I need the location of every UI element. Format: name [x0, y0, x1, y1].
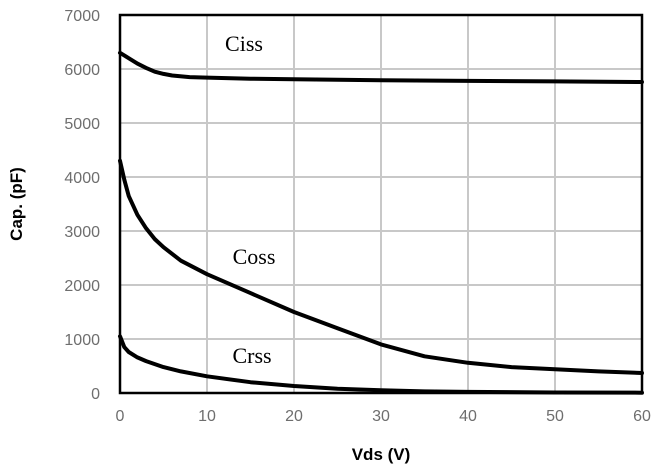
- x-tick-label: 0: [116, 408, 125, 425]
- label-layer: Ciss Coss Crss: [225, 31, 275, 368]
- y-tick-label: 5000: [64, 116, 100, 133]
- series-line-ciss: [118, 50, 644, 84]
- y-axis-title: Cap. (pF): [7, 167, 26, 241]
- curve-layer: [118, 50, 644, 395]
- y-tick-label: 2000: [64, 278, 100, 295]
- y-tick-label: 7000: [64, 8, 100, 25]
- x-tick-label: 20: [285, 408, 303, 425]
- series-line-coss: [118, 158, 644, 375]
- x-tick-label: 60: [633, 408, 651, 425]
- series-label-crss: Crss: [232, 343, 271, 368]
- y-tick-label: 6000: [64, 62, 100, 79]
- series-label-ciss: Ciss: [225, 31, 263, 56]
- x-axis-title: Vds (V): [352, 445, 411, 464]
- y-tick-label: 1000: [64, 332, 100, 349]
- y-tick-label: 0: [91, 386, 100, 403]
- x-tick-label: 10: [198, 408, 216, 425]
- y-tick-label: 3000: [64, 224, 100, 241]
- x-tick-label: 50: [546, 408, 564, 425]
- tick-layer: 0 10 20 30 40 50 60 0 1000 2000 3000 4000 5000 6000 70…: [64, 8, 651, 425]
- y-tick-label: 4000: [64, 170, 100, 187]
- grid-layer: [120, 15, 642, 393]
- plot-frame: [118, 13, 644, 395]
- x-tick-label: 40: [459, 408, 477, 425]
- series-line-crss: [118, 334, 644, 395]
- x-tick-label: 30: [372, 408, 390, 425]
- series-label-coss: Coss: [233, 244, 276, 269]
